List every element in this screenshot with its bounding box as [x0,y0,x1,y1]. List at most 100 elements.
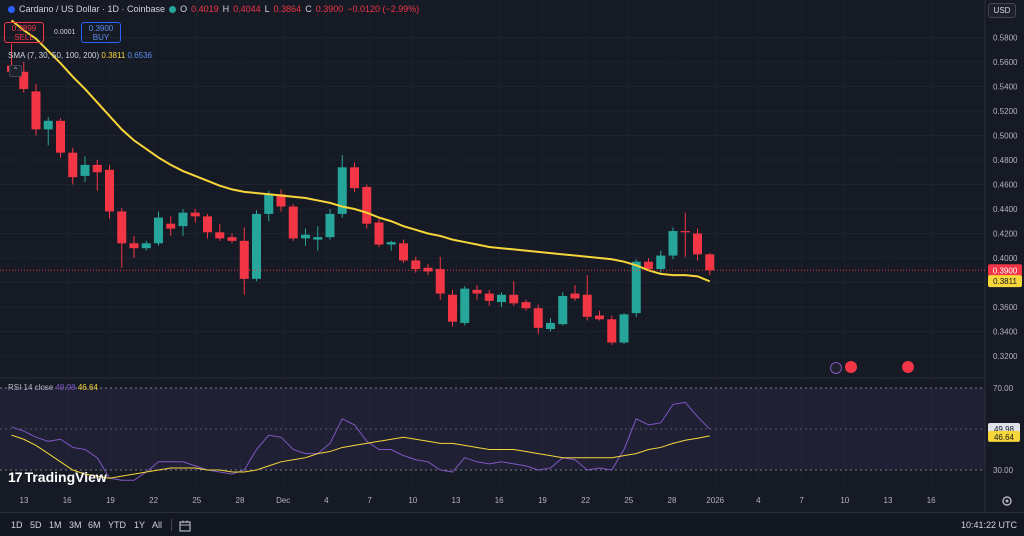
close-value: 0.3900 [315,4,344,14]
range-button-1m[interactable]: 1M [49,520,62,530]
candle-body [668,231,678,256]
sma-legend[interactable]: SMA (7, 30, 50, 100, 200) 0.3811 0.6536 [8,51,152,60]
flag-event-icon [902,361,914,373]
candle-body [239,240,249,279]
candle-body [533,308,543,328]
high-value: 0.4044 [233,4,261,14]
candle-body [215,232,225,239]
candle-body [56,120,65,153]
candle-body [448,294,457,322]
range-button-3m[interactable]: 3M [69,520,82,530]
buy-button[interactable]: 0.3900 BUY [81,22,121,43]
time-axis-tick-label: 16 [495,496,504,505]
candle-body [607,319,617,343]
candle-body [19,71,29,89]
lightning-event-icon [830,362,842,374]
high-label: H [222,4,230,14]
candle-body [350,167,359,189]
candle-body [460,288,470,323]
currency-button[interactable]: USD [988,3,1016,18]
spread-value: 0.0001 [54,29,76,36]
time-axis-tick-label: 4 [324,496,329,505]
price-chart-svg[interactable]: 0.5800 0.5600 0.5400 0.5200 0.5000 0.4800 0.46… [0,0,1024,512]
flag-event-icon [845,361,857,373]
price-axis-tick-label: 0.4000 [993,254,1018,263]
collapse-legend-button[interactable]: ⌃ [9,65,22,77]
range-button-1y[interactable]: 1Y [134,520,146,530]
candle-body [31,91,41,130]
rsi-ma-value-tag-label: 46.64 [994,433,1015,442]
candle-body [435,269,445,294]
candle-body [631,261,641,314]
symbol-title[interactable]: Cardano / US Dollar · 1D · Coinbase [19,4,166,14]
low-value: 0.3864 [273,4,302,14]
candle-body [154,217,163,244]
candle-body [619,314,629,343]
price-axis-tick-label: 0.4800 [993,156,1018,165]
range-button-1d[interactable]: 1D [11,520,23,530]
candle-body [423,267,433,272]
candle-body [129,243,139,249]
tradingview-logo[interactable]: 17 TradingView [8,469,107,485]
rsi-axis-tick-label: 30.00 [993,466,1014,475]
sell-price: 0.3899 [11,24,37,33]
time-axis-tick-label: 7 [367,496,372,505]
candle-body [362,186,372,224]
range-button-5d[interactable]: 5D [30,520,42,530]
candle-body [484,293,494,301]
time-axis-tick-label: 7 [799,496,804,505]
time-axis-tick-label: 19 [538,496,547,505]
candle-body [301,234,310,239]
buy-price: 0.3900 [88,24,114,33]
price-axis-tick-label: 0.4400 [993,205,1018,214]
sma-value-2: 0.6536 [127,51,152,60]
sell-button[interactable]: 0.3899 SELL [4,22,44,43]
time-axis-tick-label: 28 [236,496,245,505]
price-axis-tick-label: 0.5800 [993,34,1018,43]
candle-body [325,213,335,238]
change-value: −0.0120 (−2.99%) [347,4,420,14]
range-button-6m[interactable]: 6M [88,520,101,530]
range-button-ytd[interactable]: YTD [108,520,126,530]
price-axis-tick-label: 0.5200 [993,107,1018,116]
sma-value-1: 0.3811 [101,51,126,60]
price-axis-tick-label: 0.3600 [993,303,1018,312]
time-axis-tick-label: 2026 [706,496,724,505]
gear-icon[interactable] [1001,494,1013,512]
clock-time[interactable]: 10:41:22 UTC [961,520,1018,530]
candle-body [264,194,274,214]
rsi-line [11,401,711,481]
price-axis-tick-label: 0.5400 [993,83,1018,92]
open-value: 0.4019 [191,4,219,14]
chevron-up-icon: ⌃ [12,66,19,75]
calendar-icon[interactable] [179,519,191,536]
price-axis-tick-label: 0.5600 [993,58,1018,67]
candle-body [313,237,323,240]
rsi-value-tag-label: 49.98 [994,425,1015,434]
buy-label: BUY [92,33,110,42]
candle-body [105,169,114,212]
time-axis-tick-label: 22 [581,496,590,505]
candle-body [497,294,506,303]
last-price-tag [988,264,1022,277]
tradingview-logo-icon: 17 [8,469,23,485]
candle-body [166,223,176,229]
low-label: L [264,4,270,14]
range-button-all[interactable]: All [152,520,163,530]
candle-body [43,120,53,130]
time-axis-tick-label: 16 [927,496,936,505]
time-axis-tick-label: 25 [624,496,633,505]
candle-body [570,293,580,299]
rsi-axis-tick-label: 70.00 [993,384,1014,393]
rsi-ma-value-tag [988,430,1020,442]
candle-body [227,237,237,241]
time-axis-tick-label: 10 [408,496,417,505]
candle-body [141,243,151,249]
rsi-legend[interactable]: RSI 14 close 49.98 46.64 [8,383,98,392]
candle-body [411,260,421,270]
candle-body [705,254,715,271]
candle-body [252,213,261,279]
candle-body [595,315,604,320]
candle-body [337,167,347,214]
